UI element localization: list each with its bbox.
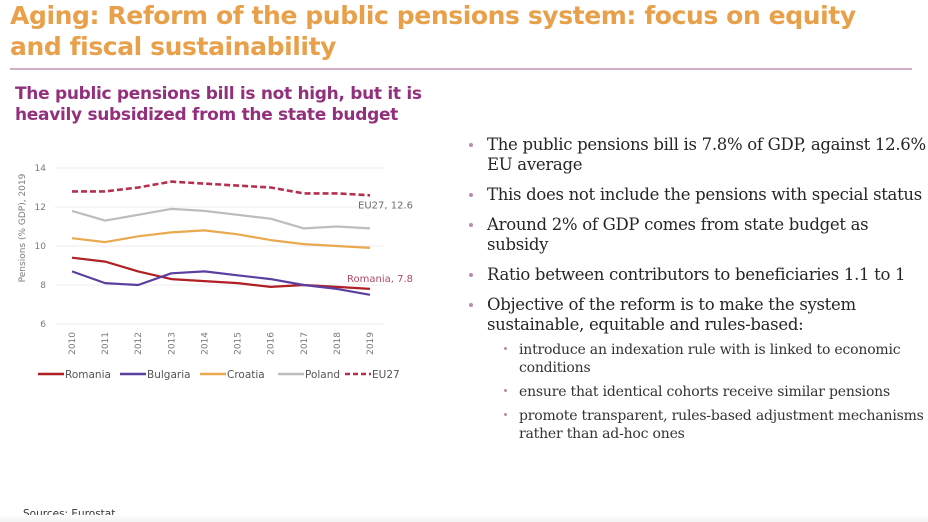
legend-label: Bulgaria <box>147 369 191 381</box>
legend-label: EU27 <box>372 369 400 381</box>
data-label: EU27, 12.6 <box>358 200 413 211</box>
bottom-band <box>0 515 928 522</box>
bullet-item: This does not include the pensions with … <box>466 185 926 205</box>
chart-gridlines <box>55 167 385 325</box>
chart-legend: Romania Bulgaria Croatia Poland EU27 <box>38 369 400 381</box>
series-line-croatia <box>71 229 371 249</box>
chart-x-ticks: 2010 2011 2012 2013 2014 2015 2016 2017 2018 2019 <box>68 332 376 355</box>
x-tick-label: 2018 <box>333 332 343 355</box>
sub-bullet-item: ensure that identical cohorts receive si… <box>501 383 926 401</box>
title-divider <box>10 68 912 70</box>
x-tick-label: 2010 <box>68 332 78 355</box>
x-tick-label: 2012 <box>134 332 144 355</box>
chart-heading: The public pensions bill is not high, bu… <box>15 84 422 125</box>
data-label: Romania, 7.8 <box>347 274 413 285</box>
bullet-text: The public pensions bill is 7.8% of GDP,… <box>487 135 926 174</box>
legend-label: Romania <box>65 369 111 381</box>
x-tick-label: 2019 <box>366 332 376 355</box>
x-tick-label: 2017 <box>300 332 310 355</box>
series-line-eu27 <box>72 180 371 197</box>
pensions-chart: 6 8 10 12 14 2010 2011 2012 2013 2014 2015 2016 201… <box>0 148 450 393</box>
x-tick-label: 2013 <box>167 332 177 355</box>
x-tick-label: 2015 <box>234 332 244 355</box>
bullet-text: Around 2% of GDP comes from state budget… <box>487 215 869 254</box>
y-tick-label: 8 <box>40 281 46 291</box>
y-tick-label: 12 <box>35 203 46 213</box>
series-line-bulgaria <box>71 270 371 296</box>
bullet-item: Ratio between contributors to beneficiar… <box>466 265 926 285</box>
y-tick-label: 10 <box>35 242 47 252</box>
x-tick-label: 2016 <box>267 332 277 355</box>
sub-bullet-list: introduce an indexation rule with is lin… <box>487 341 926 443</box>
chart-annotations: EU27, 12.6 Romania, 7.8 <box>347 200 413 285</box>
sub-bullet-item: promote transparent, rules-based adjustm… <box>501 407 926 443</box>
bullet-item: The public pensions bill is 7.8% of GDP,… <box>466 135 926 175</box>
slide-title: Aging: Reform of the public pensions sys… <box>10 1 856 61</box>
bullet-list: The public pensions bill is 7.8% of GDP,… <box>466 135 926 453</box>
sub-bullet-item: introduce an indexation rule with is lin… <box>501 341 926 377</box>
chart-y-ticks: 6 8 10 12 14 <box>35 164 47 330</box>
bullet-text: Objective of the reform is to make the s… <box>487 295 856 334</box>
bullet-text: Ratio between contributors to beneficiar… <box>487 265 906 284</box>
y-tick-label: 14 <box>35 164 47 174</box>
legend-label: Poland <box>305 369 340 381</box>
x-tick-label: 2014 <box>200 332 210 355</box>
bullet-text: This does not include the pensions with … <box>487 185 922 204</box>
y-tick-label: 6 <box>40 320 46 330</box>
series-line-poland <box>71 207 371 230</box>
legend-label: Croatia <box>227 369 265 381</box>
x-tick-label: 2011 <box>101 332 111 355</box>
bullet-item: Around 2% of GDP comes from state budget… <box>466 215 926 255</box>
bullet-item: Objective of the reform is to make the s… <box>466 295 926 443</box>
chart-series <box>71 180 371 296</box>
y-axis-label: Pensions (% GDP), 2019 <box>18 173 28 282</box>
